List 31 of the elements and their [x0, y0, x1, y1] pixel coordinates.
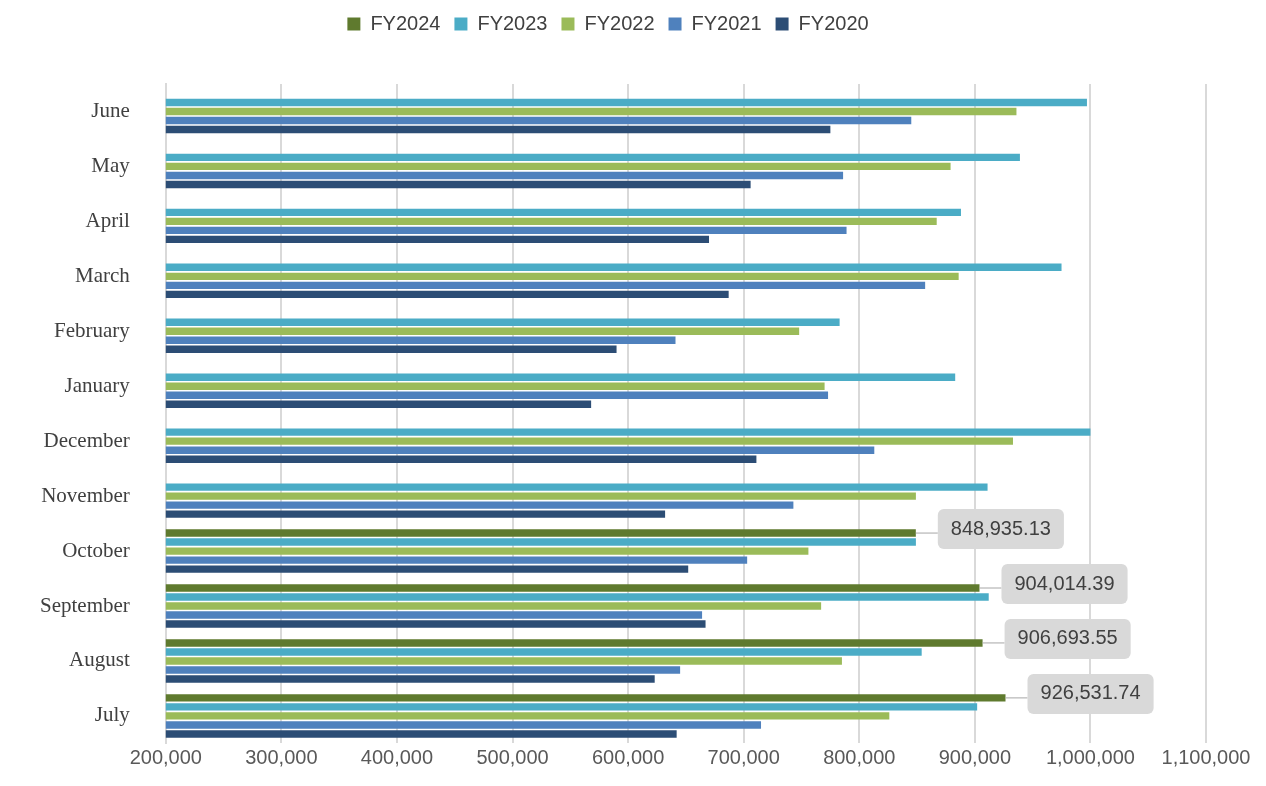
legend-label: FY2024: [370, 11, 441, 34]
x-tick-label: 500,000: [476, 745, 549, 768]
x-tick-label: 700,000: [707, 745, 780, 768]
y-tick-label: January: [64, 372, 131, 397]
legend-label: FY2021: [691, 11, 762, 34]
legend-label: FY2023: [477, 11, 548, 34]
data-label: 906,693.55: [1017, 626, 1118, 649]
legend-label: FY2022: [584, 11, 655, 34]
y-tick-label: August: [69, 647, 130, 672]
x-tick-label: 900,000: [938, 745, 1011, 768]
x-tick-label: 1,000,000: [1045, 745, 1135, 768]
y-tick-label: March: [74, 262, 131, 287]
x-tick-label: 200,000: [129, 745, 202, 768]
x-tick-label: 300,000: [245, 745, 318, 768]
y-tick-label: February: [53, 317, 131, 342]
y-tick-label: April: [85, 207, 130, 232]
x-tick-label: 1,100,000: [1161, 745, 1251, 768]
data-label: 848,935.13: [950, 516, 1051, 539]
data-label: 904,014.39: [1014, 571, 1115, 594]
y-tick-label: July: [94, 702, 131, 727]
y-tick-label: May: [91, 152, 131, 177]
y-tick-label: November: [41, 482, 130, 507]
legend-label: FY2020: [798, 11, 869, 34]
y-tick-label: September: [39, 592, 130, 617]
y-tick-label: June: [91, 97, 130, 122]
x-tick-label: 600,000: [591, 745, 665, 768]
y-tick-label: December: [43, 427, 130, 452]
x-tick-label: 400,000: [360, 745, 434, 768]
data-label: 926,531.74: [1040, 681, 1141, 704]
y-tick-label: October: [62, 537, 130, 562]
x-tick-label: 800,000: [823, 745, 896, 768]
